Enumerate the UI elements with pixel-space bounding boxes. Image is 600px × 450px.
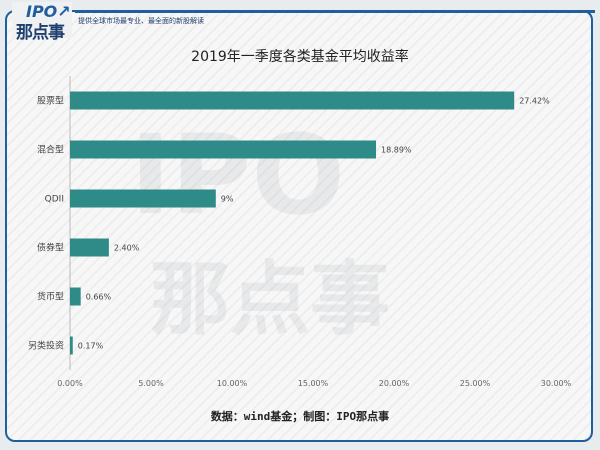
x-tick-label: 10.00% [217, 379, 248, 388]
x-tick-label: 30.00% [541, 379, 572, 388]
bar [70, 287, 81, 306]
logo: IPO↗ 那点事 [12, 2, 72, 43]
chart-title: 2019年一季度各类基金平均收益率 [191, 49, 409, 65]
category-label: 货币型 [37, 291, 64, 303]
x-tick-label: 0.00% [57, 379, 83, 388]
x-tick-label: 15.00% [298, 379, 329, 388]
data-label: 27.42% [519, 97, 550, 106]
chart-source: 数据：wind基金；制图：IPO那点事 [210, 410, 390, 423]
chart-frame [5, 10, 593, 442]
bar [70, 91, 515, 110]
watermark-cn: 那点事 [150, 253, 390, 346]
bar [70, 140, 377, 159]
x-tick-label: 25.00% [460, 379, 491, 388]
x-tick-label: 20.00% [379, 379, 410, 388]
data-label: 0.17% [78, 342, 104, 351]
category-label: 混合型 [37, 144, 64, 156]
bar [70, 189, 216, 208]
data-label: 0.66% [86, 293, 112, 302]
bar [70, 238, 109, 257]
watermark: IPO [130, 111, 346, 239]
x-tick-label: 5.00% [138, 379, 164, 388]
data-label: 18.89% [381, 146, 412, 155]
category-label: 股票型 [37, 96, 64, 107]
data-label: 2.40% [114, 244, 140, 253]
header-line [75, 10, 595, 13]
category-label: 债券型 [37, 242, 64, 254]
tagline: 提供全球市场最专业、最全面的新股解读 [78, 17, 204, 25]
bar [70, 336, 73, 355]
category-label: QDII [45, 195, 64, 205]
data-label: 9% [221, 195, 234, 204]
category-label: 另类投资 [28, 340, 64, 352]
